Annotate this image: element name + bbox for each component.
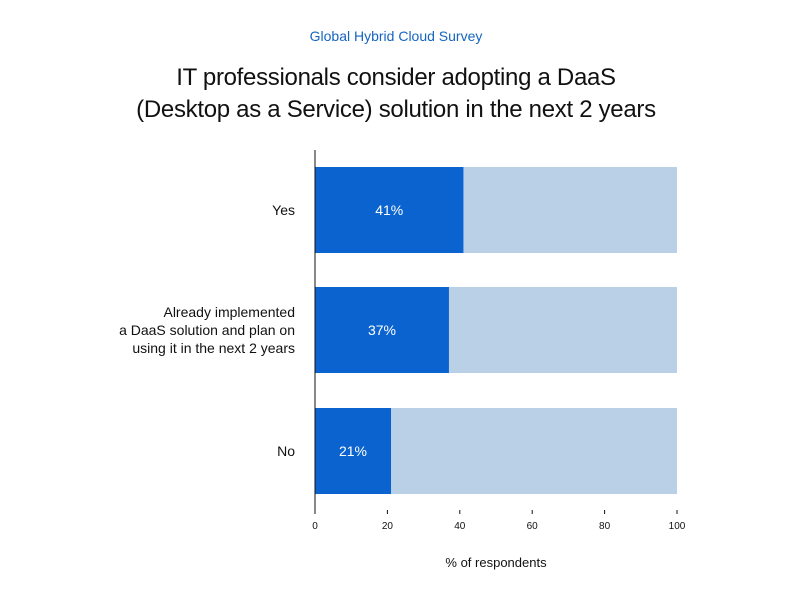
category-label-1-1: a DaaS solution and plan on [119, 322, 295, 338]
bar-value-label-2: 21% [339, 443, 367, 459]
category-label-2-0: No [277, 443, 295, 459]
x-tick-label-1: 20 [382, 521, 394, 532]
x-axis-title: % of respondents [445, 555, 547, 570]
bar-value-0 [315, 167, 464, 253]
chart-subtitle: Global Hybrid Cloud Survey [309, 28, 483, 44]
category-label-1-0: Already implemented [163, 304, 295, 320]
bar-value-label-1: 37% [368, 322, 396, 338]
chart-title: IT professionals consider adopting a Daa… [0, 62, 792, 126]
x-tick-label-2: 40 [454, 521, 466, 532]
bar-value-2 [315, 408, 392, 494]
x-tick-label-5: 100 [669, 521, 686, 532]
x-tick-label-0: 0 [312, 521, 318, 532]
x-tick-label-3: 60 [527, 521, 539, 532]
bar-value-1 [315, 287, 449, 373]
category-label-1-2: using it in the next 2 years [132, 340, 295, 356]
bar-value-label-0: 41% [375, 202, 403, 218]
chart-title-line-1: IT professionals consider adopting a Daa… [176, 64, 616, 91]
x-tick-label-4: 80 [599, 521, 611, 532]
category-label-0-0: Yes [272, 202, 295, 218]
chart-title-line-2: (Desktop as a Service) solution in the n… [136, 96, 656, 123]
